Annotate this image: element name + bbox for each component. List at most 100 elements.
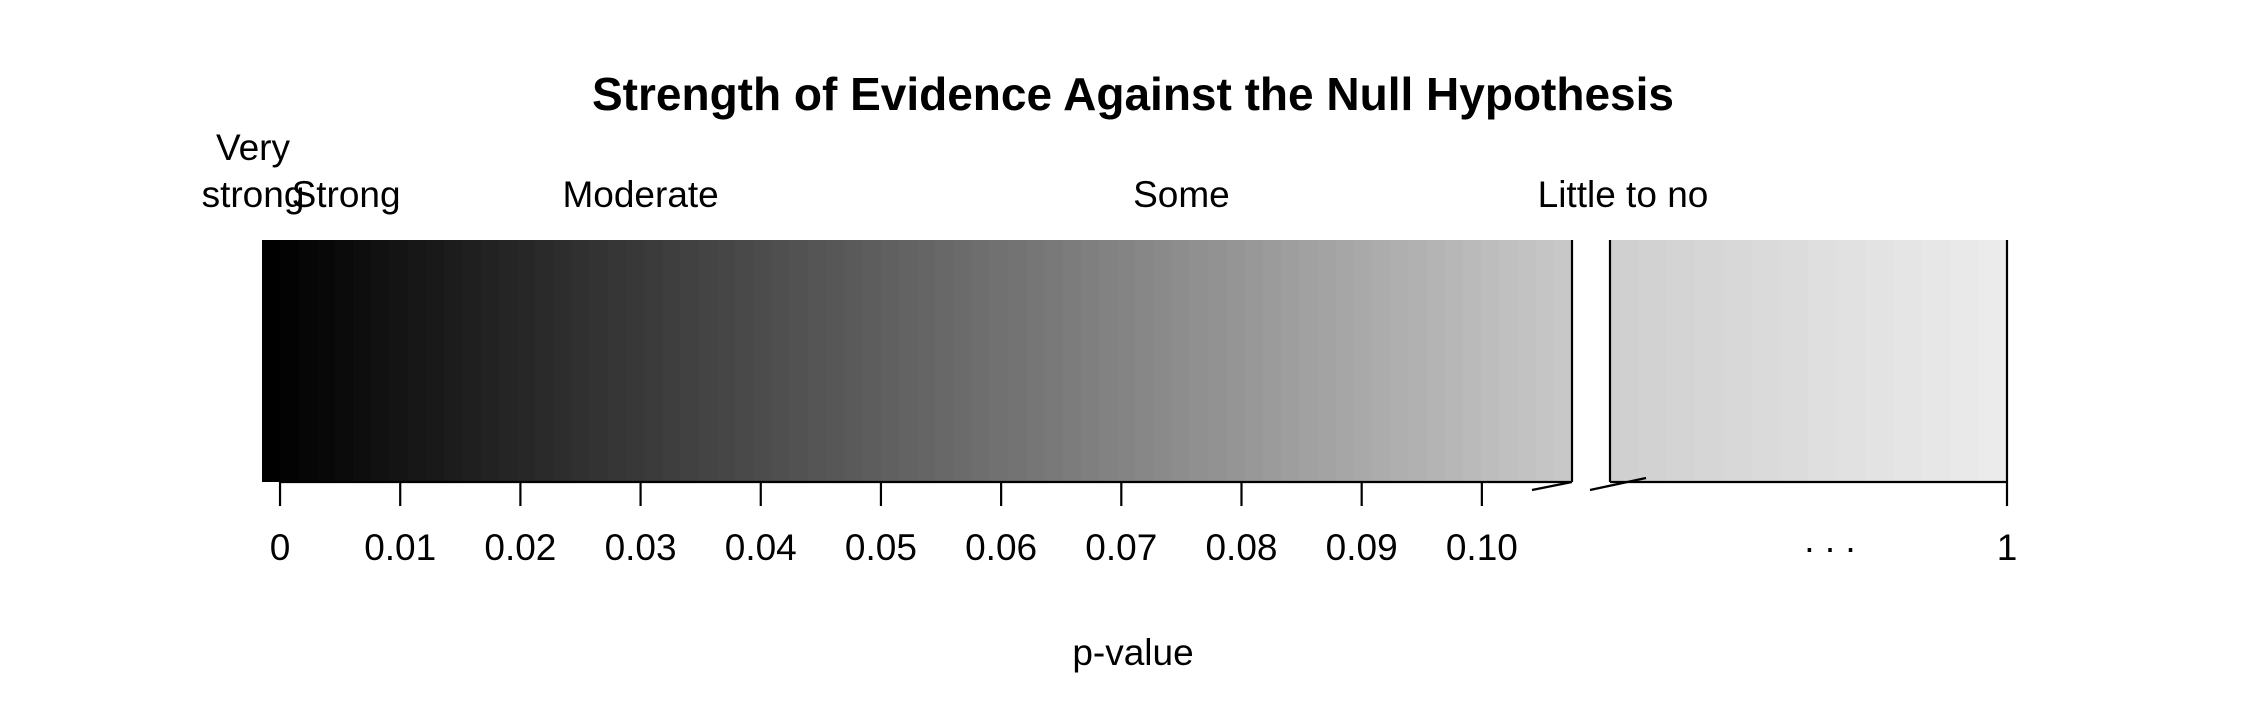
gradient-band [1226,240,1246,482]
gradient-band [989,240,1009,482]
gradient-band [1723,240,1753,482]
gradient-band [334,240,354,482]
x-axis-label: p-value [1072,632,1193,673]
category-label: Strong [292,174,401,215]
gradient-band [1153,240,1173,482]
gradient-band [935,240,954,482]
gradient-band [807,240,827,482]
gradient-bands [262,240,2008,482]
gradient-band [1299,240,1318,482]
gradient-band [498,240,518,482]
gradient-band [898,240,918,482]
gradient-band [880,240,900,482]
gradient-band [1044,240,1064,482]
gradient-band [1189,240,1209,482]
gradient-band [826,240,845,482]
x-axis: 0 0.01 0.02 0.03 0.04 0.05 0.06 0.07 0.08 0.09 0.1… [270,476,2017,568]
tick-label: 0.04 [725,527,797,568]
gradient-band [571,240,591,482]
gradient-band [607,240,627,482]
gradient-band [1638,240,1668,482]
gradient-band [407,240,427,482]
chart-title: Strength of Evidence Against the Null Hy… [592,68,1674,120]
gradient-band [352,240,372,482]
gradient-band [480,240,500,482]
gradient-band [1978,240,2008,482]
gradient-band [1280,240,1300,482]
gradient-band [1208,240,1227,482]
category-label: Very strong [202,127,305,215]
gradient-band [1244,240,1264,482]
tick-label: 0.07 [1085,527,1157,568]
gradient-band [625,240,645,482]
gradient-band [1390,240,1409,482]
gradient-band [462,240,481,482]
gradient-band [644,240,663,482]
gradient-band [443,240,463,482]
tick-label: 0.03 [605,527,677,568]
gradient-band [1098,240,1118,482]
gradient-band [516,240,536,482]
gradient-band [553,240,572,482]
gradient-band [1780,240,1810,482]
gradient-band [1836,240,1866,482]
gradient-band [1007,240,1027,482]
gradient-band [1135,240,1155,482]
gradient-band [1751,240,1781,482]
tick-label: 0.08 [1205,527,1277,568]
gradient-band [1117,240,1136,482]
gradient-band [735,240,754,482]
gradient-band [298,240,318,482]
gradient-band [389,240,409,482]
tick-label: 0.01 [364,527,436,568]
gradient-band [680,240,700,482]
gradient-band [280,240,299,482]
gradient-band [371,240,390,482]
tick-label: 0.09 [1326,527,1398,568]
gradient-band [1865,240,1895,482]
axis-ellipsis: . . . [1804,519,1855,560]
gradient-band [1893,240,1923,482]
tick-label: 0.02 [484,527,556,568]
gradient-band [1408,240,1428,482]
gradient-band [1262,240,1282,482]
gradient-band [1553,240,1573,482]
gradient-band [1921,240,1951,482]
tick-label: 0.05 [845,527,917,568]
gradient-band [1499,240,1519,482]
gradient-band [971,240,991,482]
gradient-band [1666,240,1696,482]
gradient-band [1695,240,1725,482]
tick-label: 0.06 [965,527,1037,568]
gradient-band [862,240,882,482]
gradient-band [917,240,936,482]
gradient-band [1371,240,1391,482]
category-label: Little to no [1538,174,1709,215]
gradient-band [1950,240,1980,482]
gradient-band [953,240,973,482]
gradient-band [1808,240,1838,482]
tick-label: 0.10 [1446,527,1518,568]
bar-edges [1570,240,2009,482]
category-label: Moderate [562,174,718,215]
gradient-band [316,240,336,482]
gradient-band [425,240,445,482]
gradient-band [1462,240,1482,482]
gradient-band [1080,240,1100,482]
gradient-band [1026,240,1045,482]
gradient-band [1317,240,1337,482]
gradient-band [753,240,773,482]
gradient-band [698,240,718,482]
gradient-band [789,240,809,482]
gradient-band [1171,240,1191,482]
gradient-band [1481,240,1500,482]
axis-break-mark [1589,476,1647,492]
gradient-band [771,240,791,482]
gradient-band [1426,240,1446,482]
gradient-band [662,240,682,482]
gradient-band [1335,240,1355,482]
axis-break-mark [1531,480,1573,492]
gradient-band [1444,240,1464,482]
